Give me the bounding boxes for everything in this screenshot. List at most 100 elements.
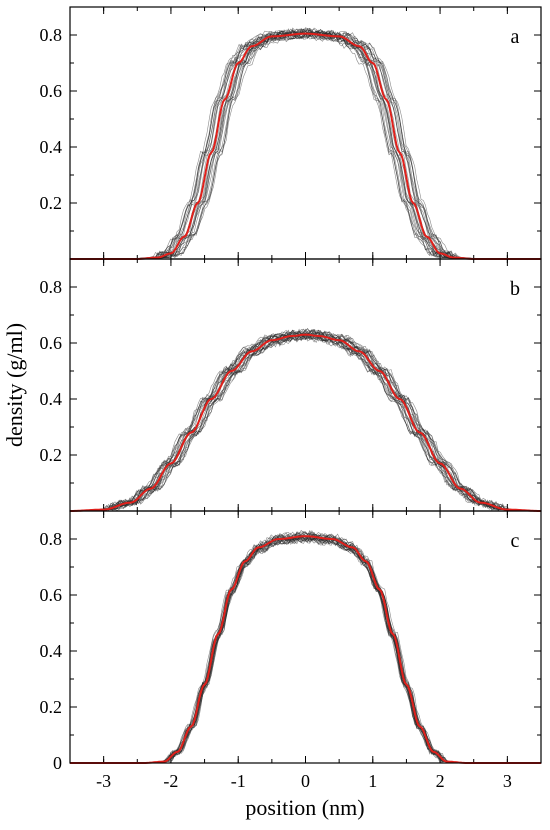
y-tick-label: 0.6 (40, 81, 63, 101)
individual-trace (70, 30, 541, 260)
individual-trace (70, 329, 541, 512)
individual-trace (70, 32, 541, 260)
y-tick-label: 0.2 (40, 193, 63, 213)
individual-trace (70, 33, 541, 260)
individual-trace (70, 334, 541, 512)
x-tick-label: -2 (163, 771, 178, 791)
individual-trace (70, 29, 541, 260)
individual-trace (70, 534, 541, 764)
individual-trace (70, 28, 541, 260)
y-tick-label: 0.4 (40, 389, 63, 409)
individual-trace (70, 534, 541, 764)
individual-trace (70, 34, 541, 260)
individual-trace (70, 332, 541, 512)
individual-trace (70, 28, 541, 260)
individual-trace (70, 537, 541, 764)
individual-trace (70, 332, 541, 512)
individual-trace (70, 29, 541, 260)
individual-trace (70, 329, 541, 512)
individual-trace (70, 33, 541, 260)
individual-trace (70, 34, 541, 260)
panel-frame (69, 6, 542, 260)
y-tick-label: 0.2 (40, 697, 63, 717)
x-tick-label: 0 (301, 771, 310, 791)
individual-trace (70, 534, 541, 764)
panel-frame (69, 510, 542, 764)
individual-trace (70, 29, 541, 260)
individual-trace (70, 332, 541, 512)
x-tick-label: -3 (96, 771, 111, 791)
individual-trace (70, 536, 541, 764)
individual-trace (70, 537, 541, 764)
individual-trace (70, 328, 541, 512)
x-tick-label: -1 (231, 771, 246, 791)
individual-trace (70, 27, 541, 260)
panel-label: c (511, 530, 520, 552)
individual-trace (70, 534, 541, 764)
x-axis-title: position (nm) (245, 795, 364, 820)
individual-trace (70, 30, 541, 260)
mean-density-line (70, 32, 541, 260)
panel-label: b (510, 278, 520, 300)
individual-trace (69, 334, 542, 512)
individual-trace (70, 538, 541, 764)
individual-trace (70, 28, 541, 260)
individual-trace (70, 529, 541, 764)
individual-trace (70, 534, 541, 764)
individual-trace (70, 28, 541, 260)
individual-trace (70, 536, 541, 764)
individual-trace (70, 532, 541, 764)
individual-trace (70, 30, 541, 260)
individual-trace (70, 335, 541, 512)
y-tick-label: 0.6 (40, 585, 63, 605)
individual-trace (70, 334, 541, 512)
individual-trace (70, 334, 541, 512)
individual-trace (69, 329, 542, 512)
y-tick-label: 0 (53, 753, 62, 773)
individual-trace (69, 330, 542, 512)
individual-trace (70, 537, 541, 764)
y-tick-label: 0.8 (40, 529, 63, 549)
individual-trace (70, 332, 541, 512)
individual-trace (70, 533, 541, 764)
individual-trace (70, 31, 541, 260)
y-tick-label: 0.2 (40, 445, 63, 465)
individual-trace (70, 33, 541, 260)
y-tick-label: 0.4 (40, 641, 63, 661)
mean-density-line (70, 535, 541, 764)
individual-trace (69, 329, 542, 512)
x-tick-label: 3 (503, 771, 512, 791)
individual-trace (70, 537, 541, 764)
x-tick-label: 2 (436, 771, 445, 791)
individual-trace (70, 334, 541, 512)
individual-trace (70, 533, 541, 764)
individual-trace (70, 28, 541, 260)
individual-trace (70, 534, 541, 764)
panel-frame (69, 258, 542, 512)
panel-label: a (511, 26, 520, 48)
individual-trace (70, 531, 541, 764)
individual-trace (70, 532, 541, 764)
individual-trace (70, 30, 541, 260)
y-axis-title: density (g/ml) (2, 323, 27, 447)
individual-trace (70, 537, 541, 764)
individual-trace (70, 532, 541, 764)
individual-trace (70, 34, 541, 260)
individual-trace (70, 30, 541, 260)
individual-trace (70, 529, 541, 764)
individual-trace (70, 334, 541, 512)
individual-trace (70, 330, 541, 512)
individual-trace (70, 27, 541, 260)
individual-trace (70, 537, 541, 764)
individual-trace (70, 328, 541, 512)
individual-trace (70, 535, 541, 764)
individual-trace (70, 328, 541, 512)
individual-trace (70, 336, 541, 512)
mean-density-line (70, 333, 541, 512)
individual-trace (70, 531, 541, 764)
y-tick-label: 0.6 (40, 333, 63, 353)
y-tick-label: 0.8 (40, 25, 63, 45)
x-tick-label: 1 (368, 771, 377, 791)
